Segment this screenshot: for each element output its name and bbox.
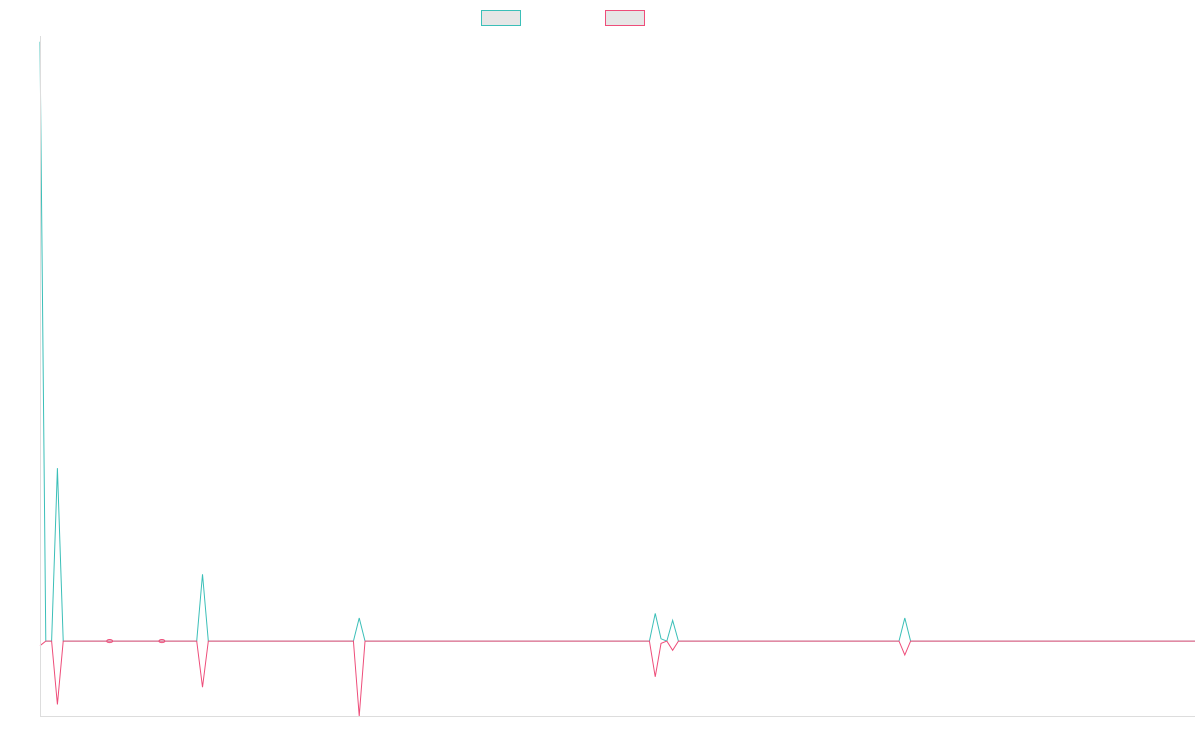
plot-area: [39, 41, 1195, 717]
chart-axes: [40, 36, 1195, 717]
data-point-marker-2: [158, 638, 166, 644]
data-point-marker-1: [106, 638, 114, 644]
legend-swatch-series-2[interactable]: [605, 10, 645, 26]
chart-legend[interactable]: [481, 10, 645, 26]
legend-swatch-series-1[interactable]: [481, 10, 521, 26]
series-line-2[interactable]: [39, 640, 1195, 717]
series-line-1[interactable]: [39, 41, 1195, 642]
